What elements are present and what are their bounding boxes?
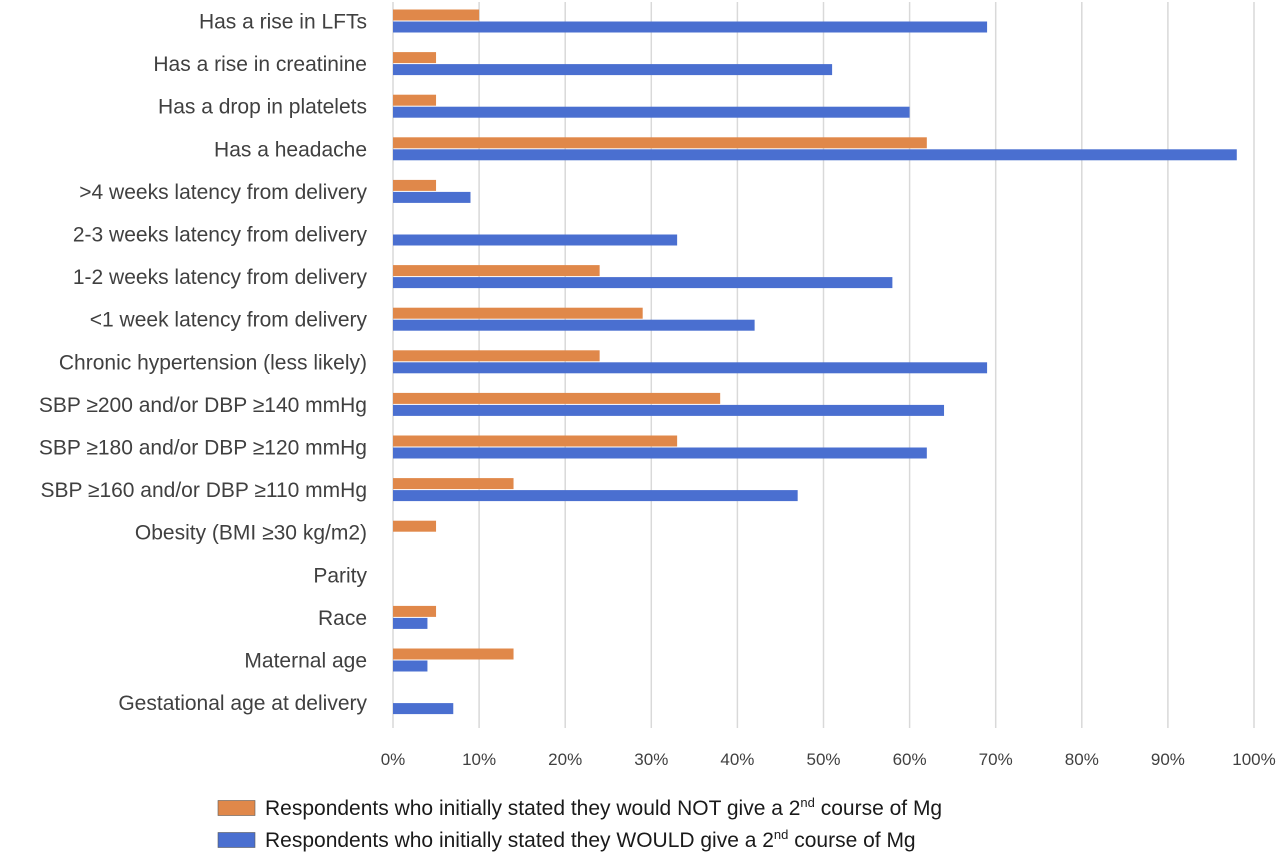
bar-would (393, 447, 927, 459)
bar-would-not (393, 179, 437, 191)
x-tick-label: 60% (893, 750, 927, 769)
bar-would-not (393, 478, 514, 490)
bar-would (393, 319, 755, 331)
bar-would (393, 106, 910, 118)
legend-swatch (217, 832, 256, 848)
bar-would-not (393, 435, 678, 447)
category-label: 1-2 weeks latency from delivery (73, 266, 368, 289)
legend-label: Respondents who initially stated they wo… (265, 795, 942, 820)
bar-would (393, 703, 454, 715)
bar-would (393, 149, 1237, 161)
bars (393, 9, 1237, 715)
bar-would (393, 277, 893, 289)
category-label: Race (318, 607, 367, 630)
x-tick-label: 50% (806, 750, 840, 769)
category-labels: Has a rise in LFTs Has a rise in creatini… (39, 11, 368, 716)
bar-would-not (393, 94, 437, 106)
category-label: Gestational age at delivery (118, 692, 367, 715)
bar-would-not (393, 265, 600, 277)
bar-would-not (393, 9, 480, 21)
category-label: Obesity (BMI ≥30 kg/m2) (135, 522, 367, 545)
x-tick-label: 0% (381, 750, 406, 769)
x-tick-label: 100% (1232, 750, 1275, 769)
x-tick-label: 30% (634, 750, 668, 769)
x-tick-label: 10% (462, 750, 496, 769)
category-label: SBP ≥200 and/or DBP ≥140 mmHg (39, 394, 367, 417)
bar-would (393, 191, 471, 203)
category-label: >4 weeks latency from delivery (79, 181, 367, 204)
bar-would-not (393, 350, 600, 362)
bar-would-not (393, 605, 437, 617)
x-tick-label: 20% (548, 750, 582, 769)
bar-would (393, 617, 428, 629)
bar-would-not (393, 520, 437, 532)
category-label: Parity (313, 564, 367, 587)
category-label: Maternal age (244, 650, 367, 673)
legend: Respondents who initially stated they wo… (217, 795, 942, 852)
category-label: <1 week latency from delivery (90, 309, 368, 332)
category-label: Has a rise in creatinine (153, 53, 367, 76)
category-label: Has a headache (214, 138, 367, 161)
legend-label: Respondents who initially stated they WO… (265, 827, 916, 852)
bar-would-not (393, 137, 927, 149)
bar-would (393, 490, 798, 502)
bar-would-not (393, 307, 643, 319)
x-tick-label: 40% (720, 750, 754, 769)
category-label: Chronic hypertension (less likely) (59, 351, 367, 374)
category-label: Has a rise in LFTs (199, 11, 367, 34)
bar-would-not (393, 392, 721, 404)
bar-would-not (393, 648, 514, 660)
legend-swatch (217, 800, 256, 816)
category-label: Has a drop in platelets (158, 96, 367, 119)
bar-would (393, 362, 988, 374)
x-tick-label: 80% (1065, 750, 1099, 769)
x-tick-label: 70% (979, 750, 1013, 769)
bar-would (393, 21, 988, 33)
x-tick-labels: 0% 10% 20% 30% 40% 50% 60% 70% 80% 90% 100% (381, 750, 1276, 769)
category-label: SBP ≥180 and/or DBP ≥120 mmHg (39, 437, 367, 460)
bar-would (393, 64, 833, 76)
bar-would (393, 660, 428, 672)
category-label: 2-3 weeks latency from delivery (73, 224, 368, 247)
bar-would-not (393, 52, 437, 64)
bar-would (393, 404, 945, 416)
x-tick-label: 90% (1151, 750, 1185, 769)
category-label: SBP ≥160 and/or DBP ≥110 mmHg (40, 479, 367, 502)
bar-would (393, 234, 678, 246)
